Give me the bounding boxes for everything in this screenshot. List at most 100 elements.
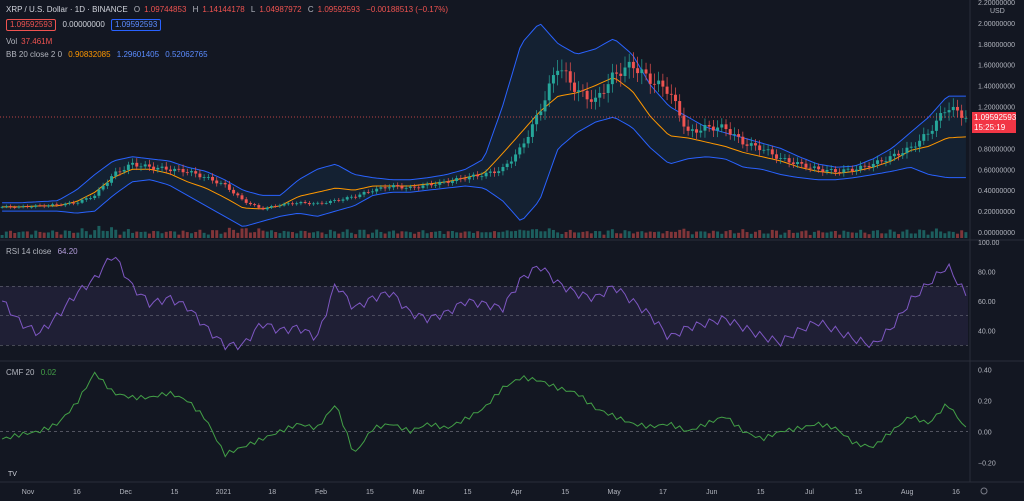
candle-body <box>55 204 59 206</box>
volume-bar <box>762 233 766 238</box>
vol-value: 37.461M <box>21 37 53 46</box>
candle-body <box>564 70 568 72</box>
ohlc-h-value: 1.14144178 <box>202 5 245 14</box>
volume-bar <box>320 232 324 238</box>
volume-bar <box>787 229 791 238</box>
candle-body <box>408 186 412 188</box>
volume-bar <box>101 230 105 238</box>
candle-body <box>67 202 71 204</box>
volume-bar <box>636 231 640 238</box>
volume-bar <box>434 231 438 238</box>
candle-body <box>9 206 12 208</box>
candle-body <box>619 73 623 76</box>
time-axis-tick: May <box>607 489 621 496</box>
candle-body <box>299 202 303 204</box>
volume-bar <box>274 232 278 238</box>
candle-body <box>46 205 50 207</box>
volume-bar <box>488 232 492 238</box>
volume-bar <box>253 232 257 238</box>
candle-body <box>177 168 181 170</box>
candle-body <box>286 203 290 205</box>
candle-body <box>354 196 358 198</box>
volume-bar <box>568 229 572 238</box>
volume-bar <box>0 235 4 238</box>
candle-body <box>627 61 631 68</box>
cmf-line <box>1 371 967 458</box>
candle-body <box>665 86 669 94</box>
candle-body <box>488 171 492 173</box>
volume-bar <box>758 230 762 238</box>
candle-body <box>269 206 273 208</box>
candle-body <box>206 176 210 178</box>
candle-body <box>640 69 644 74</box>
volume-bar <box>168 231 172 238</box>
candle-body <box>850 168 854 172</box>
volume-bar <box>791 232 795 238</box>
volume-bar <box>4 231 8 238</box>
candle-body <box>122 169 126 172</box>
volume-bar <box>34 230 38 238</box>
volume-bar <box>825 232 829 238</box>
bb-basis-value: 0.90832085 <box>68 50 111 59</box>
volume-bar <box>181 230 185 238</box>
currency-label[interactable]: USD <box>990 8 1005 15</box>
candle-body <box>585 90 589 100</box>
volume-bar <box>854 232 858 238</box>
candle-body <box>526 136 530 144</box>
volume-bar <box>598 231 602 238</box>
volume-bar <box>446 231 450 238</box>
candle-body <box>606 84 610 93</box>
candle-body <box>135 162 139 167</box>
candle-body <box>509 161 513 164</box>
candle-body <box>825 169 829 172</box>
volume-bar <box>232 229 236 238</box>
price-axis-tick: 0.40000000 <box>978 188 1015 195</box>
candle-body <box>854 169 858 172</box>
candle-body <box>796 162 800 164</box>
candle-body <box>131 162 135 165</box>
sell-price-box[interactable]: 1.09592593 <box>6 19 57 31</box>
volume-bar <box>370 232 374 238</box>
candle-body <box>956 106 959 111</box>
rsi-line <box>1 256 967 351</box>
volume-bar <box>442 233 446 238</box>
volume-bar <box>93 230 97 238</box>
volume-bar <box>42 232 46 238</box>
time-axis-tick: 15 <box>171 489 179 496</box>
volume-bar <box>307 232 311 238</box>
candle-body <box>349 196 353 198</box>
candle-body <box>594 97 598 102</box>
cmf-label: CMF 20 <box>6 368 35 377</box>
candle-body <box>648 73 652 84</box>
candle-body <box>636 68 640 74</box>
time-axis-tick: 15 <box>854 489 862 496</box>
candle-body <box>126 164 130 170</box>
volume-bar <box>930 231 934 238</box>
candle-body <box>775 154 778 159</box>
volume-bar <box>711 230 715 238</box>
candle-body <box>661 80 665 87</box>
volume-bar <box>105 231 109 238</box>
volume-bar <box>842 230 846 238</box>
candle-body <box>892 153 896 157</box>
volume-bar <box>960 230 964 238</box>
buy-price-box[interactable]: 1.09592593 <box>111 19 162 31</box>
volume-bar <box>577 232 581 238</box>
candle-body <box>404 187 408 189</box>
bb-upper-value: 1.29601405 <box>116 50 160 59</box>
candle-body <box>934 120 938 131</box>
candle-body <box>168 169 172 172</box>
volume-bar <box>720 233 724 238</box>
bb-band-fill <box>2 24 966 227</box>
candle-body <box>80 199 84 203</box>
volume-bar <box>846 231 850 238</box>
candle-body <box>84 198 88 200</box>
volume-bar <box>396 233 400 238</box>
volume-bar <box>775 230 778 238</box>
volume-bar <box>160 233 164 238</box>
volume-bar <box>682 228 686 238</box>
candle-body <box>316 202 320 204</box>
volume-bar <box>615 233 619 238</box>
symbol-title[interactable]: XRP / U.S. Dollar · 1D · BINANCE <box>6 5 128 14</box>
